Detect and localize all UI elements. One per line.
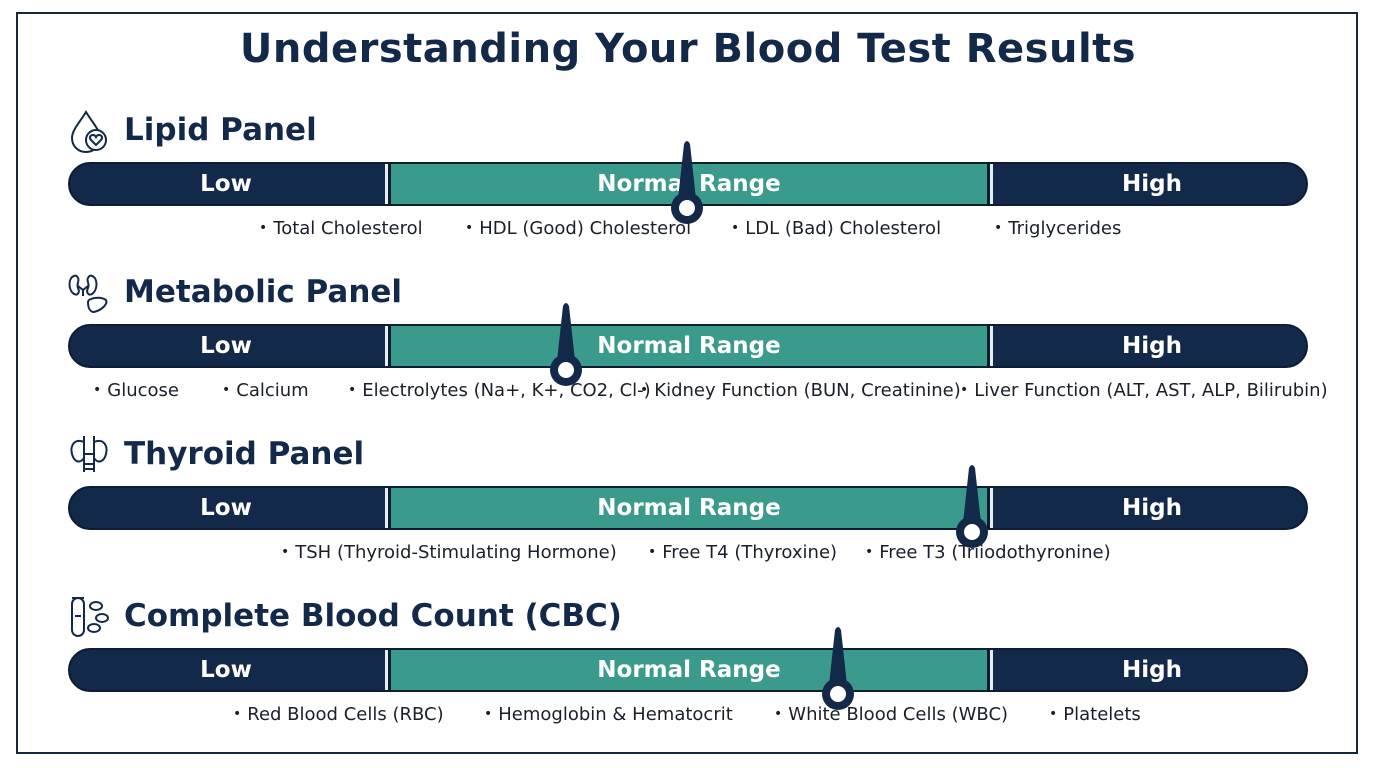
list-item: Red Blood Cells (RBC) (233, 704, 443, 725)
list-item: Electrolytes (Na+, K+, CO2, Cl-) (348, 380, 650, 401)
infographic-frame (16, 12, 1358, 754)
list-item: LDL (Bad) Cholesterol (731, 218, 941, 239)
list-item: Platelets (1049, 704, 1141, 725)
low-segment: Low (200, 495, 252, 521)
panel-title: Complete Blood Count (CBC) (124, 598, 622, 634)
gauge-needle (952, 462, 992, 552)
high-segment: High (1122, 333, 1182, 359)
list-item: Liver Function (ALT, AST, ALP, Bilirubin… (960, 380, 1327, 401)
list-item: HDL (Good) Cholesterol (465, 218, 691, 239)
list-item: Free T3 (Triiodothyronine) (865, 542, 1110, 563)
list-item: Calcium (222, 380, 308, 401)
high-segment: High (1122, 657, 1182, 683)
metabolic-panel-section: Metabolic Panel Low Normal Range High Gl… (0, 270, 1376, 420)
thyroid-icon (66, 432, 116, 482)
list-item: Glucose (93, 380, 179, 401)
cbc-panel-section: Complete Blood Count (CBC) Low Normal Ra… (0, 594, 1376, 744)
lipid-tests-list: Total Cholesterol HDL (Good) Cholesterol… (0, 218, 1376, 248)
panel-title: Lipid Panel (124, 112, 317, 148)
list-item: TSH (Thyroid-Stimulating Hormone) (281, 542, 616, 563)
list-item: Hemoglobin & Hematocrit (484, 704, 733, 725)
thyroid-panel-section: Thyroid Panel Low Normal Range High TSH … (0, 432, 1376, 582)
normal-range-segment: Normal Range (385, 488, 993, 528)
gauge-needle (818, 624, 858, 714)
low-segment: Low (200, 171, 252, 197)
low-segment: Low (200, 333, 252, 359)
panel-title: Metabolic Panel (124, 274, 403, 310)
list-item: Total Cholesterol (259, 218, 422, 239)
thyroid-tests-list: TSH (Thyroid-Stimulating Hormone) Free T… (0, 542, 1376, 572)
normal-range-segment: Normal Range (385, 650, 993, 690)
list-item: Kidney Function (BUN, Creatinine) (640, 380, 960, 401)
normal-range-segment: Normal Range (385, 326, 993, 366)
page-title: Understanding Your Blood Test Results (239, 26, 1137, 72)
list-item: Triglycerides (994, 218, 1121, 239)
low-segment: Low (200, 657, 252, 683)
gauge-needle (667, 138, 707, 228)
gauge-needle (546, 300, 586, 390)
metabolic-tests-list: Glucose Calcium Electrolytes (Na+, K+, C… (0, 380, 1376, 410)
blood-drop-heart-icon (66, 108, 116, 158)
list-item: Free T4 (Thyroxine) (648, 542, 837, 563)
high-segment: High (1122, 495, 1182, 521)
range-bar: Low Normal Range High (68, 324, 1308, 368)
kidney-liver-icon (66, 270, 116, 320)
high-segment: High (1122, 171, 1182, 197)
range-bar: Low Normal Range High (68, 648, 1308, 692)
panel-title: Thyroid Panel (124, 436, 365, 472)
cbc-tests-list: Red Blood Cells (RBC) Hemoglobin & Hemat… (0, 704, 1376, 734)
list-item: White Blood Cells (WBC) (774, 704, 1008, 725)
test-tube-cells-icon (66, 594, 116, 644)
range-bar: Low Normal Range High (68, 486, 1308, 530)
lipid-panel-section: Lipid Panel Low Normal Range High Total … (0, 108, 1376, 258)
